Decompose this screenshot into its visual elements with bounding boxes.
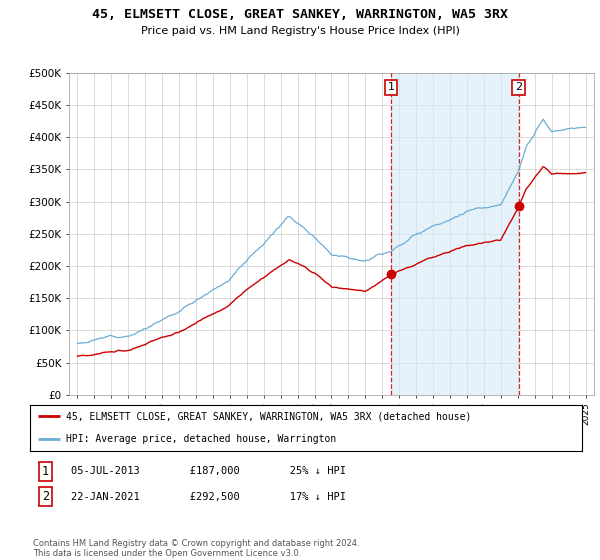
Text: 05-JUL-2013        £187,000        25% ↓ HPI: 05-JUL-2013 £187,000 25% ↓ HPI — [71, 466, 346, 477]
Text: 2: 2 — [515, 82, 523, 92]
Text: 1: 1 — [388, 82, 394, 92]
Text: 2: 2 — [42, 490, 49, 503]
Text: Contains HM Land Registry data © Crown copyright and database right 2024.
This d: Contains HM Land Registry data © Crown c… — [33, 539, 359, 558]
Bar — [391, 73, 519, 395]
Text: Price paid vs. HM Land Registry's House Price Index (HPI): Price paid vs. HM Land Registry's House … — [140, 26, 460, 36]
Text: 22-JAN-2021        £292,500        17% ↓ HPI: 22-JAN-2021 £292,500 17% ↓ HPI — [71, 492, 346, 502]
Text: HPI: Average price, detached house, Warrington: HPI: Average price, detached house, Warr… — [66, 435, 336, 444]
Text: 45, ELMSETT CLOSE, GREAT SANKEY, WARRINGTON, WA5 3RX (detached house): 45, ELMSETT CLOSE, GREAT SANKEY, WARRING… — [66, 412, 471, 421]
Text: 45, ELMSETT CLOSE, GREAT SANKEY, WARRINGTON, WA5 3RX: 45, ELMSETT CLOSE, GREAT SANKEY, WARRING… — [92, 8, 508, 21]
Text: 1: 1 — [42, 465, 49, 478]
